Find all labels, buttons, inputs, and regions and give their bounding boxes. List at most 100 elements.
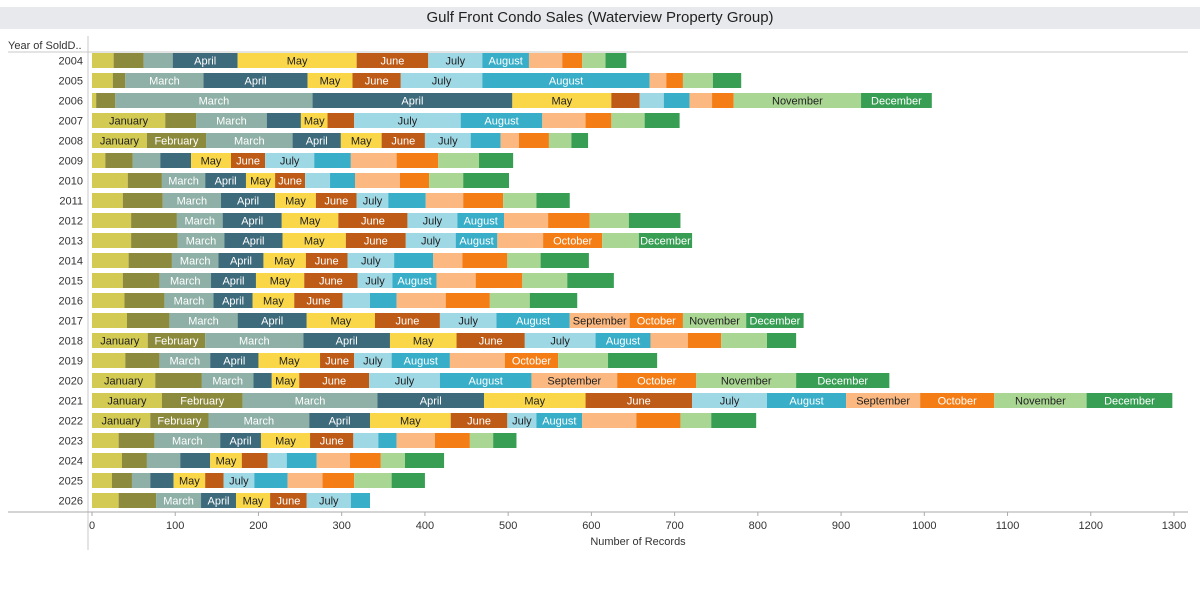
- row-header: Year of SoldD..: [8, 40, 82, 52]
- bar-segment-august: [330, 173, 356, 188]
- bar-segment-august: [392, 273, 437, 288]
- bar-label: November: [772, 96, 823, 108]
- bar-label: June: [325, 356, 349, 368]
- bar-segment-april: [303, 333, 390, 348]
- bar-label: May: [287, 56, 308, 68]
- bar-segment-september: [582, 413, 637, 428]
- bar-segment-january: [92, 153, 106, 168]
- bar-segment-june: [270, 493, 307, 508]
- bar-segment-august: [663, 93, 690, 108]
- bar-segment-october: [712, 93, 734, 108]
- bar-segment-may: [281, 213, 339, 228]
- bar-segment-december: [638, 233, 693, 248]
- bar-label: June: [361, 216, 385, 228]
- bar-segment-march: [131, 473, 151, 488]
- bar-label: May: [320, 76, 341, 88]
- bar-segment-november: [380, 453, 405, 468]
- bar-segment-october: [504, 353, 559, 368]
- bar-label: August: [606, 336, 640, 348]
- bar-label: November: [1015, 396, 1066, 408]
- bar-segment-april: [172, 53, 238, 68]
- bar-segment-august: [286, 453, 317, 468]
- bar-label: April: [261, 316, 283, 328]
- bar-segment-october: [475, 273, 523, 288]
- year-label: 2023: [59, 436, 83, 448]
- bar-segment-september: [449, 353, 505, 368]
- bar-segment-november: [611, 113, 645, 128]
- bar-segment-june: [275, 173, 306, 188]
- bar-label: March: [186, 236, 217, 248]
- bar-segment-september: [350, 153, 397, 168]
- bar-segment-april: [150, 473, 174, 488]
- bar-segment-july: [267, 453, 287, 468]
- bar-segment-february: [127, 173, 162, 188]
- bar-label: June: [320, 436, 344, 448]
- bar-segment-october: [636, 413, 681, 428]
- year-label: 2020: [59, 376, 83, 388]
- bar-segment-january: [92, 53, 114, 68]
- bar-label: December: [871, 96, 922, 108]
- bar-segment-february: [128, 253, 172, 268]
- bar-segment-july: [639, 93, 664, 108]
- bar-segment-february: [165, 113, 197, 128]
- bar-segment-april: [377, 393, 485, 408]
- bar-segment-june: [327, 113, 355, 128]
- bar-label: July: [363, 356, 383, 368]
- bar-label: July: [550, 336, 570, 348]
- year-label: 2015: [59, 276, 83, 288]
- bar-segment-february: [146, 133, 207, 148]
- bar-segment-may: [340, 133, 382, 148]
- bar-segment-december: [861, 93, 932, 108]
- bar-label: January: [102, 416, 142, 428]
- bar-label: May: [330, 316, 351, 328]
- bar-segment-october: [617, 373, 697, 388]
- bar-label: July: [319, 496, 339, 508]
- bar-segment-march: [196, 113, 267, 128]
- bar-segment-january: [92, 113, 166, 128]
- bar-label: April: [222, 296, 244, 308]
- bar-segment-may: [260, 433, 311, 448]
- bar-segment-october: [399, 173, 430, 188]
- bar-segment-august: [378, 433, 397, 448]
- bar-segment-august: [767, 393, 847, 408]
- bar-segment-january: [92, 213, 132, 228]
- bar-label: February: [157, 416, 202, 428]
- bar-segment-march: [201, 373, 254, 388]
- bar-segment-november: [489, 293, 530, 308]
- bar-segment-june: [611, 93, 640, 108]
- year-label: 2005: [59, 76, 83, 88]
- bar-segment-july: [424, 133, 471, 148]
- bar-segment-march: [125, 73, 204, 88]
- bar-label: March: [149, 76, 180, 88]
- bar-segment-february: [131, 233, 178, 248]
- bar-label: April: [245, 76, 267, 88]
- bar-segment-april: [237, 313, 307, 328]
- bar-segment-december: [536, 193, 570, 208]
- bar-label: July: [365, 276, 385, 288]
- bar-segment-july: [342, 293, 370, 308]
- bar-label: October: [512, 356, 551, 368]
- x-tick-label: 900: [832, 520, 850, 532]
- bar-segment-november: [680, 413, 712, 428]
- bar-label: May: [285, 196, 306, 208]
- chart-title: Gulf Front Condo Sales (Waterview Proper…: [426, 9, 774, 26]
- bar-segment-may: [512, 93, 612, 108]
- year-label: 2017: [59, 316, 83, 328]
- bar-segment-november: [682, 313, 747, 328]
- bar-segment-june: [338, 213, 408, 228]
- bar-segment-june: [241, 453, 268, 468]
- bar-label: December: [750, 316, 801, 328]
- bar-segment-august: [482, 73, 650, 88]
- bar-segment-may: [307, 73, 353, 88]
- bar-segment-april: [180, 453, 211, 468]
- bar-segment-december: [746, 313, 804, 328]
- bar-label: August: [464, 216, 498, 228]
- bar-label: February: [154, 136, 199, 148]
- bar-label: April: [420, 396, 442, 408]
- bar-segment-march: [159, 273, 212, 288]
- bar-label: March: [170, 356, 201, 368]
- bar-segment-august: [439, 373, 532, 388]
- bar-segment-september: [500, 133, 519, 148]
- bar-segment-october: [548, 213, 590, 228]
- bar-segment-december: [605, 53, 627, 68]
